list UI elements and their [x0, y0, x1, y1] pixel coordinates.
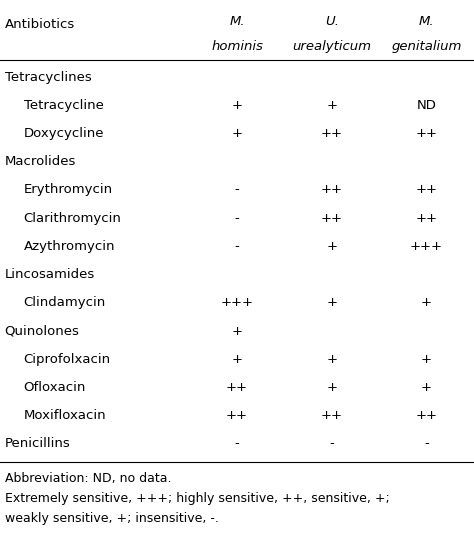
Text: U.: U.: [325, 15, 339, 28]
Text: ++: ++: [321, 212, 343, 225]
Text: ND: ND: [417, 99, 437, 112]
Text: +: +: [231, 127, 243, 140]
Text: +: +: [326, 353, 337, 366]
Text: +: +: [231, 325, 243, 337]
Text: +: +: [231, 353, 243, 366]
Text: -: -: [329, 438, 334, 450]
Text: -: -: [235, 183, 239, 196]
Text: M.: M.: [229, 15, 245, 28]
Text: +++: +++: [220, 296, 254, 309]
Text: Ciprofolxacin: Ciprofolxacin: [24, 353, 111, 366]
Text: Tetracycline: Tetracycline: [24, 99, 104, 112]
Text: +: +: [326, 99, 337, 112]
Text: hominis: hominis: [211, 40, 263, 53]
Text: Erythromycin: Erythromycin: [24, 183, 113, 196]
Text: +: +: [421, 353, 432, 366]
Text: Doxycycline: Doxycycline: [24, 127, 104, 140]
Text: -: -: [235, 240, 239, 253]
Text: M.: M.: [419, 15, 434, 28]
Text: ++: ++: [321, 409, 343, 422]
Text: ++: ++: [321, 127, 343, 140]
Text: Ofloxacin: Ofloxacin: [24, 381, 86, 394]
Text: ++: ++: [416, 127, 438, 140]
Text: ++: ++: [226, 381, 248, 394]
Text: weakly sensitive, +; insensitive, -.: weakly sensitive, +; insensitive, -.: [5, 512, 219, 525]
Text: ++: ++: [416, 212, 438, 225]
Text: Penicillins: Penicillins: [5, 438, 71, 450]
Text: Antibiotics: Antibiotics: [5, 18, 75, 31]
Text: Abbreviation: ND, no data.: Abbreviation: ND, no data.: [5, 472, 171, 485]
Text: +++: +++: [410, 240, 443, 253]
Text: -: -: [235, 212, 239, 225]
Text: ++: ++: [226, 409, 248, 422]
Text: +: +: [231, 99, 243, 112]
Text: Quinolones: Quinolones: [5, 325, 80, 337]
Text: +: +: [421, 296, 432, 309]
Text: ++: ++: [416, 409, 438, 422]
Text: Clindamycin: Clindamycin: [24, 296, 106, 309]
Text: Tetracyclines: Tetracyclines: [5, 71, 91, 83]
Text: Clarithromycin: Clarithromycin: [24, 212, 121, 225]
Text: -: -: [235, 438, 239, 450]
Text: urealyticum: urealyticum: [292, 40, 371, 53]
Text: Azythromycin: Azythromycin: [24, 240, 115, 253]
Text: Moxifloxacin: Moxifloxacin: [24, 409, 106, 422]
Text: +: +: [326, 240, 337, 253]
Text: Extremely sensitive, +++; highly sensitive, ++, sensitive, +;: Extremely sensitive, +++; highly sensiti…: [5, 492, 390, 505]
Text: +: +: [326, 296, 337, 309]
Text: ++: ++: [416, 183, 438, 196]
Text: -: -: [424, 438, 429, 450]
Text: ++: ++: [321, 183, 343, 196]
Text: +: +: [326, 381, 337, 394]
Text: Macrolides: Macrolides: [5, 155, 76, 168]
Text: Lincosamides: Lincosamides: [5, 268, 95, 281]
Text: genitalium: genitalium: [392, 40, 462, 53]
Text: +: +: [421, 381, 432, 394]
